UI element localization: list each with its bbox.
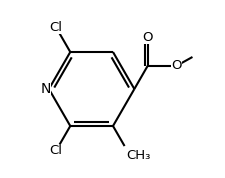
Text: CH₃: CH₃ [126, 149, 150, 162]
Text: Cl: Cl [49, 145, 62, 158]
Text: O: O [170, 59, 181, 72]
Text: O: O [142, 31, 152, 44]
Text: Cl: Cl [49, 20, 62, 33]
Text: N: N [41, 82, 51, 96]
